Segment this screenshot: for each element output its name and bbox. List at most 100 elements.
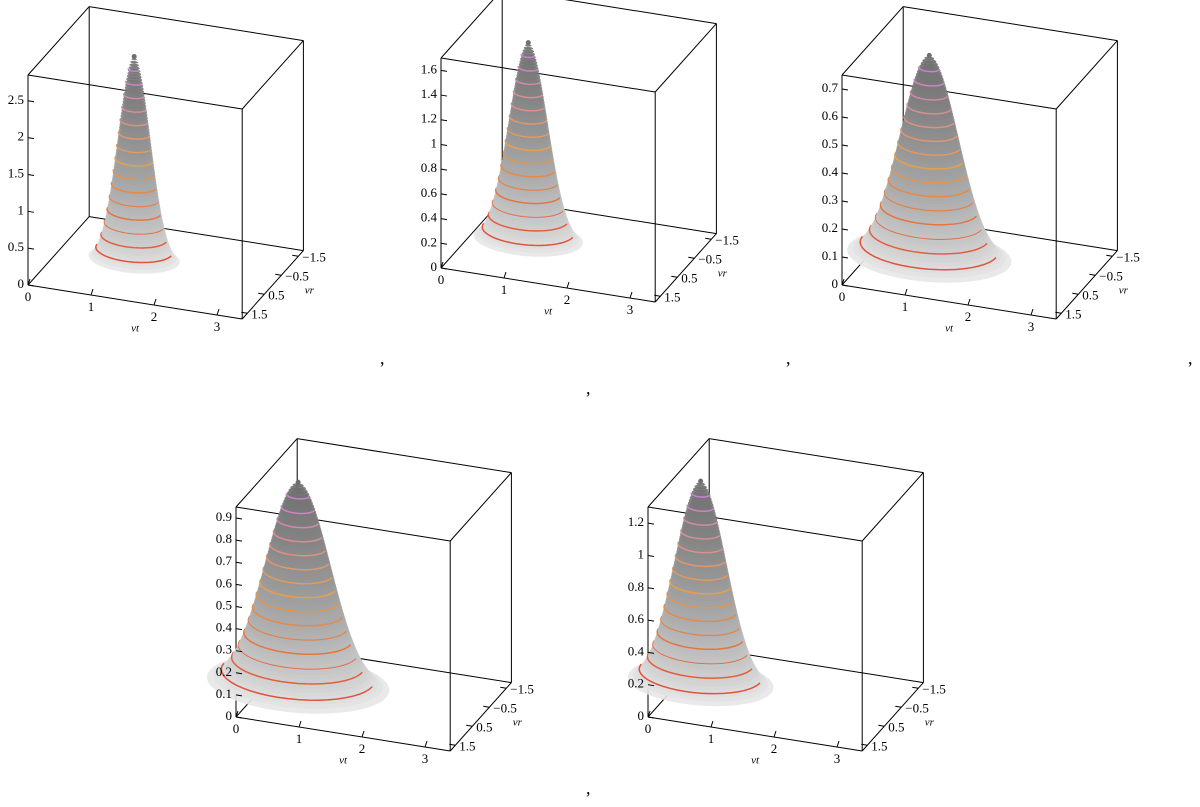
contour-line [220,662,373,701]
surface-layer [128,66,140,70]
peak [525,40,531,46]
x-tick-label: 3 [1028,319,1035,334]
contour-line [502,150,554,165]
z-tick-label: 0 [18,276,25,291]
z-tick-label: 0.2 [628,676,644,691]
z-tick [841,256,849,259]
box-edge [89,6,304,42]
z-tick-label: 0.2 [421,234,437,249]
box-edge [841,6,904,76]
z-tick [27,284,35,287]
box-edge [841,284,1057,320]
y-tick [1089,273,1096,276]
x-tick [424,740,428,748]
separator: , [1188,348,1193,368]
y-tick-label: 0.5 [268,287,284,302]
z-tick-label: 0.5 [216,597,232,612]
box-edge [440,0,494,59]
contour-line [272,529,323,543]
z-tick-label: 0.5 [8,239,24,254]
y-tick [705,237,712,240]
z-tick-label: 1.2 [628,514,644,529]
box-edge [27,284,243,320]
contour-line [686,504,715,512]
contour-line [510,102,546,112]
z-tick [647,554,655,557]
z-tick [235,583,243,586]
x-tick [841,278,845,286]
y-axis-label: vr [305,284,315,296]
z-tick [440,267,448,270]
contour-line [913,78,945,87]
z-tick-label: 0.4 [421,210,438,225]
contour-line [887,176,970,198]
contour-line [276,517,319,529]
z-tick-label: 1.2 [421,111,437,126]
contour-line [497,175,558,191]
box-edge [1055,250,1118,320]
x-tick [153,298,157,306]
contour-line [117,131,150,140]
box-edge [861,682,924,752]
box-edge [654,23,717,93]
contour-line [660,615,740,637]
x-tick-label: 2 [564,292,571,307]
contour-line [671,566,729,581]
x-tick-label: 0 [839,289,846,304]
z-tick [235,628,243,631]
x-axis-label: vt [945,323,954,335]
x-tick-label: 1 [296,731,303,746]
z-tick [27,100,35,103]
x-tick-label: 0 [25,289,32,304]
x-tick-label: 2 [965,309,972,324]
contour-line [121,105,147,113]
x-axis-label: vt [339,755,348,767]
box-edge [1055,40,1118,110]
y-tick-label: −0.5 [698,251,722,266]
contour-line [520,53,536,59]
contour-line [517,65,539,72]
z-tick [235,539,243,542]
contour-line [677,541,723,554]
y-tick [1055,311,1062,314]
box-edge [449,472,512,542]
contour-line [119,118,149,127]
z-tick-label: 0.8 [216,531,232,546]
x-tick-label: 0 [233,721,240,736]
contour-line [897,139,961,156]
z-tick [235,650,243,653]
contour-line [646,652,753,679]
z-tick-label: 1.4 [421,86,438,101]
x-tick-label: 1 [88,299,95,314]
contour-line [514,77,541,86]
contour-line [255,591,340,613]
y-tick [483,705,490,708]
y-tick-label: −1.5 [1116,249,1140,264]
z-tick-label: 0.9 [216,509,232,524]
x-tick-label: 0 [438,272,445,287]
box-edge [841,74,1057,110]
x-tick [235,710,239,718]
separator: , [380,348,385,368]
peak [131,53,137,59]
contour-line [127,68,141,73]
box-edge [709,438,924,474]
contour-line [669,578,731,595]
x-tick-label: 2 [151,309,158,324]
z-tick-label: 0.3 [216,642,232,657]
z-tick [27,247,35,250]
contour-line [868,224,988,255]
box-edge [647,506,863,542]
plot: 00.10.20.30.40.50.60.70123vt−1.5−0.50.51… [822,6,1140,335]
y-tick [449,743,456,746]
z-tick-label: 1.5 [8,165,24,180]
x-tick [440,261,444,269]
contour-line [122,93,145,100]
y-tick-label: −1.5 [922,681,946,696]
x-axis-label: vt [131,323,140,335]
y-axis-label: vr [1119,284,1129,296]
contour-line [115,143,152,154]
contour-line [106,206,161,221]
x-tick-label: 1 [708,731,715,746]
